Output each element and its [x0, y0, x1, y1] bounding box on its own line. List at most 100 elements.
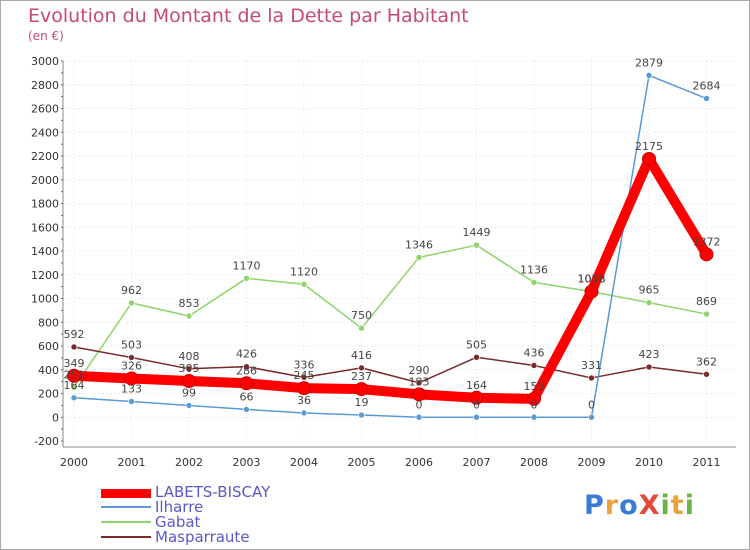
x-tick-label: 2003: [233, 456, 261, 469]
data-label: 1170: [233, 259, 261, 272]
data-point: [530, 279, 538, 286]
data-label: 164: [64, 379, 85, 392]
x-tick-label: 2008: [520, 456, 548, 469]
x-tick-label: 2001: [118, 456, 146, 469]
series-layer: [67, 72, 714, 421]
data-label: 133: [121, 382, 142, 395]
logo-letter: r: [604, 490, 620, 521]
data-label: 1120: [290, 265, 318, 278]
data-label: 962: [121, 284, 142, 297]
data-point: [645, 72, 653, 79]
data-label: 237: [351, 370, 372, 383]
data-point: [128, 354, 135, 361]
y-tick-label: 1400: [31, 245, 59, 258]
data-point: [588, 374, 595, 382]
axes: -200 0 2004 0 0 600 800 1000 1200 1400 1600 1800 200…: [31, 55, 736, 469]
y-tick-label: 3000: [31, 55, 59, 68]
data-label: 869: [696, 295, 717, 308]
data-point: [584, 284, 599, 299]
y-tick-label: 1200: [31, 269, 59, 282]
y-tick-label: 1000: [31, 293, 59, 306]
y-tick-label: 600: [38, 340, 59, 353]
data-label: 416: [351, 349, 372, 362]
x-tick-label: 2007: [463, 456, 491, 469]
data-label: 326: [121, 360, 142, 373]
data-label: 1449: [463, 226, 491, 239]
data-point: [703, 95, 710, 102]
y-tick-label: -200: [34, 435, 59, 448]
data-label: 305: [179, 362, 200, 375]
data-point: [300, 409, 308, 417]
data-point: [70, 343, 78, 351]
series-line-ilharre: [73, 74, 708, 418]
series-line-masparraute: [73, 346, 708, 384]
y-tick-label: 400: [38, 364, 59, 377]
x-tick-label: 2005: [348, 456, 376, 469]
data-point: [297, 381, 311, 396]
series-line-labets-biscay: [69, 153, 712, 404]
data-label: 423: [639, 348, 660, 361]
data-point: [354, 382, 369, 397]
data-point: [67, 368, 81, 383]
data-label: 66: [240, 390, 254, 403]
data-label: 245: [294, 369, 315, 382]
y-tick-label: 0: [52, 411, 59, 424]
line-chart: -200 0 2004 0 0 600 800 1000 1200 1400 1600 1800 200…: [31, 55, 736, 469]
data-point: [182, 374, 196, 389]
data-point: [358, 324, 365, 332]
data-label: 1372: [693, 235, 721, 248]
legend-swatch: [101, 489, 151, 498]
data-labels: 349 326 305 286 245 237 193 164 155 1058 2175 1372 1…: [64, 56, 721, 411]
data-label: 19: [355, 396, 369, 409]
x-tick-label: 2010: [635, 456, 663, 469]
data-point: [469, 390, 484, 405]
x-tick-label: 2004: [290, 456, 318, 469]
data-label: 336: [294, 358, 315, 371]
data-point: [124, 371, 139, 386]
data-label: 164: [466, 379, 487, 392]
legend-swatch: [101, 521, 151, 523]
data-point: [185, 312, 193, 320]
data-point: [185, 365, 193, 373]
data-label: 965: [639, 284, 660, 297]
data-point: [703, 310, 710, 318]
data-label: 99: [182, 386, 196, 399]
data-point: [243, 363, 250, 370]
logo-letter: t: [670, 490, 685, 521]
data-label: 2879: [635, 56, 663, 69]
data-point: [473, 413, 480, 421]
data-label: 426: [236, 348, 257, 361]
data-point: [703, 370, 710, 378]
data-point: [415, 413, 423, 421]
y-tick-label: 1800: [31, 198, 59, 211]
data-point: [530, 413, 538, 421]
x-tick-label: 2002: [175, 456, 203, 469]
data-point: [300, 374, 308, 381]
data-point: [527, 391, 541, 406]
data-point: [415, 254, 423, 261]
x-tick-label: 2011: [693, 456, 721, 469]
data-label: 286: [236, 364, 257, 377]
data-point: [128, 398, 135, 405]
data-label: 193: [409, 375, 430, 388]
data-label: 1058: [578, 273, 606, 286]
data-point: [239, 376, 254, 391]
y-tick-label: 800: [38, 316, 59, 329]
y-tick-label: 2000: [31, 174, 59, 187]
data-point: [70, 384, 78, 391]
data-point: [185, 402, 193, 409]
y-tick-label: 1600: [31, 221, 59, 234]
data-point: [530, 362, 538, 369]
data-label: 0: [416, 398, 423, 411]
data-label: 331: [581, 359, 602, 372]
legend-label: Masparraute: [155, 528, 250, 546]
data-label: 592: [64, 328, 85, 341]
data-label: 853: [179, 297, 200, 310]
data-label: 2684: [693, 80, 721, 93]
data-point: [412, 387, 426, 402]
y-tick-label: 2800: [31, 79, 59, 92]
data-label: 36: [297, 394, 311, 407]
proxiti-logo: ProXiti: [584, 490, 695, 521]
data-label: 0: [531, 398, 538, 411]
data-label: 155: [524, 380, 545, 393]
